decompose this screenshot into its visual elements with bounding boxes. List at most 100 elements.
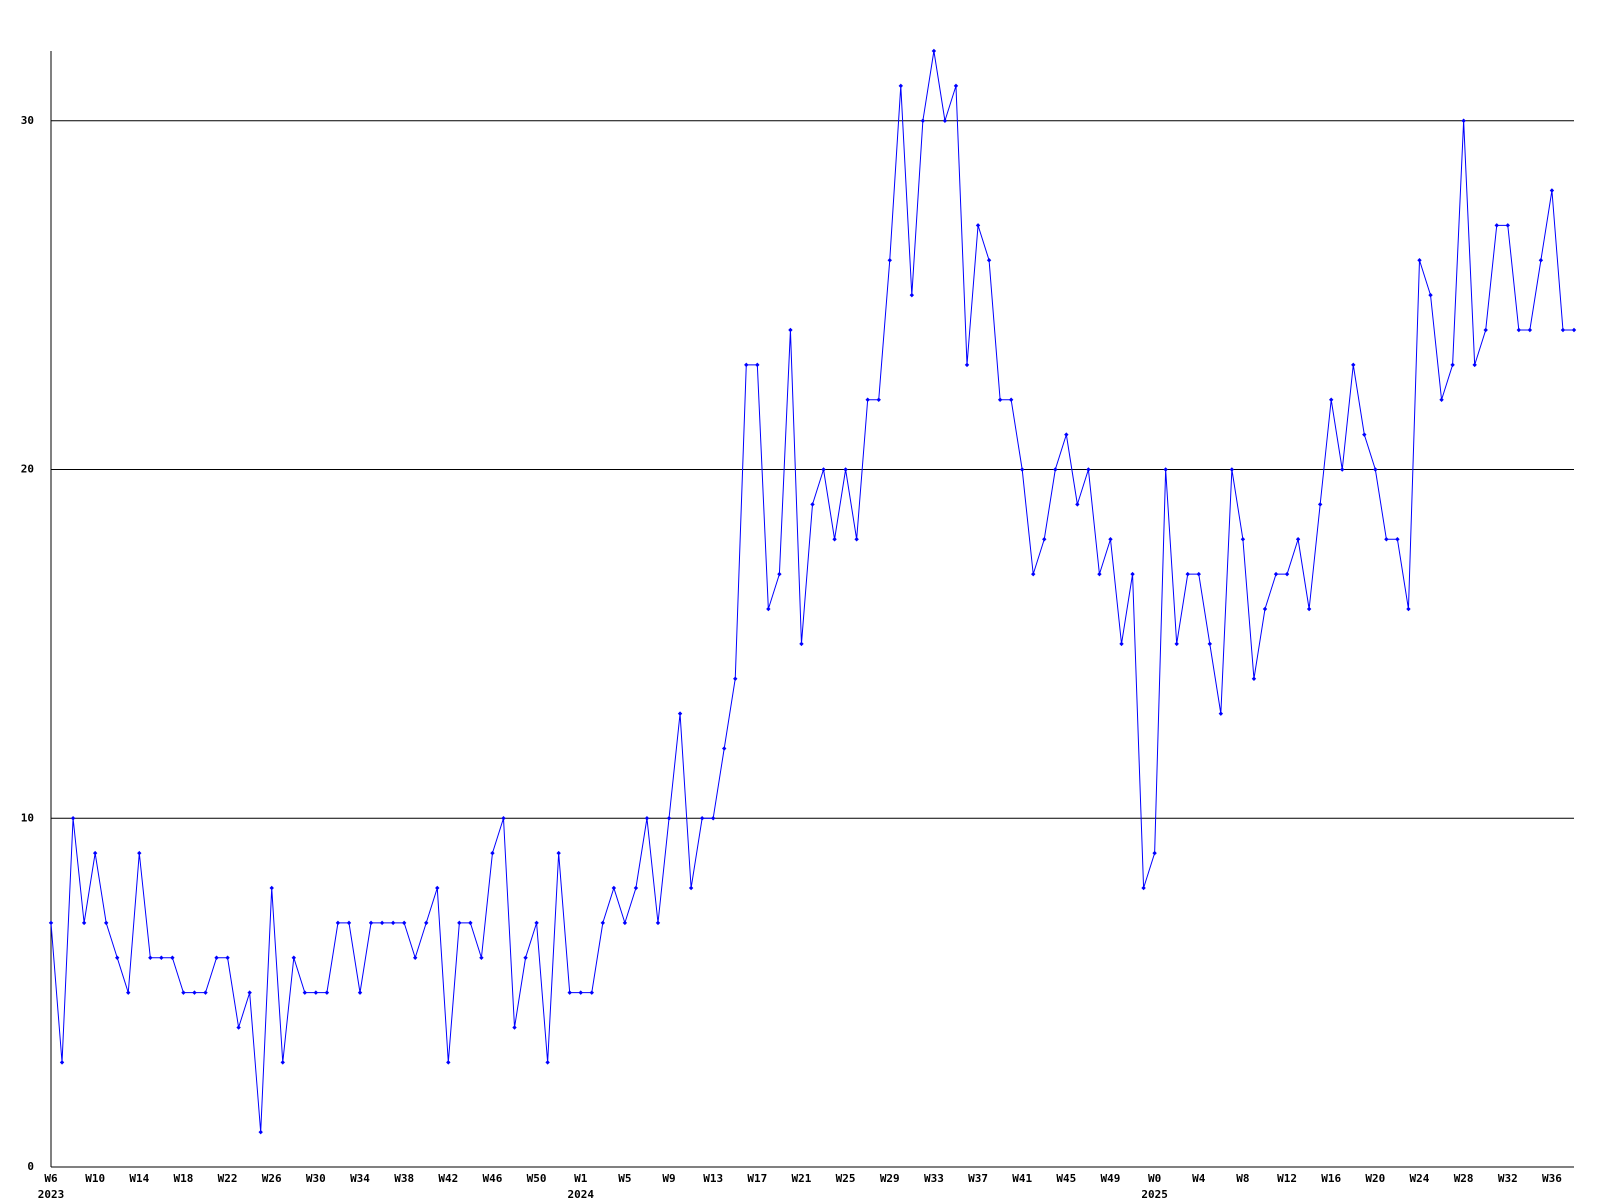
data-point: [611, 885, 617, 891]
data-point: [1483, 327, 1488, 333]
data-point: [1384, 537, 1389, 542]
data-point: [1108, 537, 1113, 542]
data-point: [269, 885, 274, 891]
x-tick-label: W25: [836, 1172, 856, 1185]
data-point: [1031, 571, 1036, 577]
data-point: [1207, 641, 1213, 647]
data-point: [1571, 327, 1577, 333]
data-point: [1185, 571, 1190, 577]
x-tick-label: W45: [1056, 1172, 1076, 1185]
x-tick-label: W17: [747, 1172, 767, 1185]
x-tick-label: W38: [394, 1172, 414, 1185]
data-point: [115, 955, 120, 960]
data-point: [567, 990, 572, 995]
data-point: [744, 362, 749, 368]
y-tick-label: 10: [21, 811, 34, 824]
data-point: [777, 571, 782, 577]
data-point: [1174, 641, 1179, 647]
data-point: [854, 537, 859, 542]
data-point: [1472, 362, 1477, 368]
data-point: [644, 816, 650, 821]
data-point: [1053, 467, 1058, 472]
data-point: [181, 990, 186, 995]
data-point: [1273, 571, 1279, 577]
x-tick-label: W6: [44, 1172, 58, 1185]
y-tick-label: 30: [21, 114, 34, 127]
x-tick-label: W18: [173, 1172, 193, 1185]
data-point: [898, 83, 903, 89]
data-point: [953, 83, 959, 89]
data-point: [1450, 362, 1455, 368]
x-tick-label: W28: [1454, 1172, 1474, 1185]
x-tick-label: W33: [924, 1172, 944, 1185]
data-point: [357, 990, 363, 995]
data-point: [501, 816, 506, 821]
data-point: [1284, 571, 1290, 577]
data-point: [964, 362, 970, 368]
x-tick-label: W13: [703, 1172, 723, 1185]
data-point: [81, 920, 87, 926]
data-point: [335, 920, 341, 926]
data-point: [1086, 467, 1091, 472]
data-point: [975, 223, 981, 228]
year-label: 2024: [567, 1188, 594, 1200]
x-tick-label: W20: [1365, 1172, 1385, 1185]
x-tick-label: W8: [1236, 1172, 1249, 1185]
x-tick-label: W30: [306, 1172, 326, 1185]
data-point: [1306, 606, 1312, 612]
data-point: [1317, 502, 1323, 507]
data-point: [578, 990, 583, 995]
year-label: 2025: [1141, 1188, 1168, 1200]
data-point: [390, 920, 396, 926]
data-point: [1527, 327, 1533, 333]
data-point: [1064, 432, 1069, 437]
x-tick-label: W50: [527, 1172, 547, 1185]
data-point: [148, 955, 153, 960]
data-point: [512, 1025, 517, 1030]
data-point: [1218, 711, 1224, 716]
data-point: [137, 850, 142, 856]
data-point: [832, 537, 837, 542]
data-point: [1130, 571, 1135, 577]
data-point: [1251, 676, 1257, 681]
x-tick-label: W29: [880, 1172, 900, 1185]
data-point: [589, 990, 594, 995]
data-point: [159, 955, 164, 960]
data-point: [424, 920, 429, 926]
data-point: [401, 920, 407, 926]
data-point: [435, 885, 440, 891]
data-point: [523, 955, 528, 960]
data-point: [887, 258, 892, 263]
data-point: [247, 990, 252, 995]
data-point: [699, 816, 705, 821]
x-tick-label: W36: [1542, 1172, 1562, 1185]
data-point: [821, 467, 826, 472]
data-point: [1560, 327, 1566, 333]
x-tick-label: W42: [438, 1172, 458, 1185]
data-point: [1097, 571, 1102, 577]
data-point: [799, 641, 804, 647]
data-point: [677, 711, 683, 716]
y-tick-label: 0: [27, 1160, 34, 1173]
data-point: [126, 990, 131, 995]
data-point: [986, 258, 992, 263]
data-point: [280, 1060, 285, 1065]
data-point: [468, 920, 473, 926]
data-point: [1141, 885, 1146, 891]
data-point: [1439, 397, 1444, 402]
data-point: [192, 990, 197, 995]
data-point: [545, 1060, 550, 1065]
x-tick-label: W4: [1192, 1172, 1206, 1185]
x-tick-label: W0: [1148, 1172, 1161, 1185]
x-tick-label: W46: [483, 1172, 503, 1185]
data-point: [1395, 537, 1400, 542]
x-tick-label: W12: [1277, 1172, 1297, 1185]
data-point: [920, 118, 926, 123]
data-point: [203, 990, 208, 995]
data-point: [103, 920, 109, 926]
data-point: [1295, 537, 1301, 542]
data-point: [556, 850, 561, 856]
data-point: [1019, 467, 1025, 472]
x-tick-label: W41: [1012, 1172, 1032, 1185]
